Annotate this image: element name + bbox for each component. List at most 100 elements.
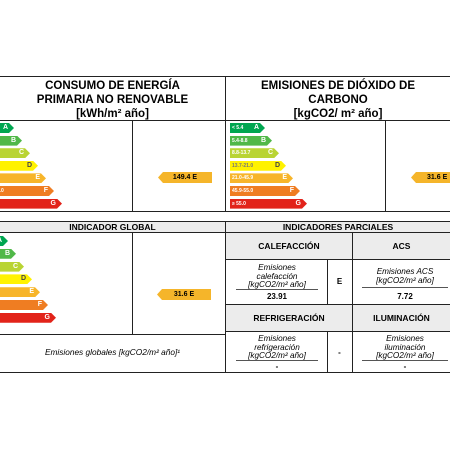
consumo-title-line2: PRIMARIA NO RENOVABLE	[36, 94, 189, 106]
rating-bar-range: ≥ 55.0	[232, 200, 246, 207]
rating-bar-range: < 5.4	[232, 125, 244, 131]
rating-bar-letter: D	[20, 275, 26, 283]
refrigeracion-label-line3: [kgCO2/m² año]	[248, 351, 306, 360]
rating-bar-letter: B	[260, 136, 266, 144]
emisiones-value-marker: 31.6 E	[411, 172, 450, 183]
rating-bar-c: 8.8-13.7 C	[230, 148, 279, 158]
rating-bar-letter: B	[4, 249, 10, 257]
iluminacion-label-line2: iluminación	[384, 342, 426, 352]
rating-bar-e: E	[0, 287, 40, 297]
rating-bar-e: 21.0-45.9 E	[230, 173, 293, 183]
rating-bar-f: F	[0, 300, 48, 310]
rating-bar-letter: G	[50, 199, 56, 207]
rating-bar-e: 5E	[0, 173, 46, 183]
iluminacion-label-line1: Emisiones	[386, 334, 424, 343]
bottom-border	[0, 372, 450, 373]
row1-bottom-border	[226, 304, 450, 305]
rating-bar-letter: A	[0, 236, 2, 246]
acs-label-line2: [kgCO2/m² año]	[376, 275, 434, 285]
rating-bar-letter: A	[253, 124, 259, 131]
consumo-energy-scale: AB 7C D 5E 26.0 FG	[0, 123, 132, 211]
rating-bar-letter: F	[37, 301, 42, 308]
rating-bar-letter: F	[289, 187, 294, 194]
calefaccion-rating-divider	[327, 259, 328, 304]
calefaccion-label-line3: [kgCO2/m² año]	[248, 280, 306, 289]
rating-bar-letter: E	[35, 174, 40, 182]
calefaccion-rating: E	[336, 277, 343, 286]
rating-bar-letter: C	[12, 262, 18, 270]
consumo-value-marker: 149.4 E	[158, 172, 212, 183]
refrigeracion-rating-divider	[327, 331, 328, 372]
consumo-header: CONSUMO DE ENERGÍA PRIMARIA NO RENOVABLE…	[0, 79, 225, 121]
row2-title-border	[226, 331, 450, 332]
rating-bar-letter: G	[44, 313, 50, 321]
rating-bar-letter: D	[26, 161, 32, 169]
rating-bar-letter: E	[282, 174, 287, 182]
emisiones-header: EMISIONES DE DIÓXIDO DE CARBONO [kgCO2/ …	[226, 79, 450, 121]
rating-bar-letter: C	[267, 149, 273, 157]
rating-bar-range: 5.4-8.8	[232, 137, 248, 144]
global-bottom-border	[0, 334, 225, 335]
parciales-title: INDICADORES PARCIALES	[282, 222, 394, 232]
rating-bar-g: ≥ 55.0 G	[230, 199, 307, 209]
emisiones-title-line1: EMISIONES DE DIÓXIDO DE	[261, 80, 415, 92]
rating-bar-letter: F	[43, 187, 48, 194]
rating-bar-letter: A	[2, 124, 8, 131]
iluminacion-underline	[362, 360, 448, 361]
bottom-center-divider	[225, 221, 226, 372]
calefaccion-title: CALEFACCIÓN	[258, 241, 320, 251]
acs-label: Emisiones ACS [kgCO2/m² año]	[362, 267, 448, 285]
refrigeracion-title: REFRIGERACIÓN	[253, 313, 325, 323]
rating-bar-c: C	[0, 262, 24, 272]
rating-bar-range: 8.8-13.7	[232, 150, 251, 157]
emisiones-energy-scale: < 5.4 A 5.4-8.8 B 8.8-13.7 C 13.7-21.0 D 21.0-45…	[228, 123, 385, 211]
iluminacion-label: Emisiones iluminación [kgCO2/m² año]	[362, 334, 448, 361]
rating-bar-a: A	[0, 236, 8, 246]
global-footer: Emisiones globales [kgCO2/m² año]¹	[44, 347, 181, 357]
iluminacion-value: -	[403, 362, 407, 371]
rating-bar-f: 45.9-55.0 F	[230, 186, 300, 196]
rating-bar-d: D	[0, 161, 38, 171]
calefaccion-value: 23.91	[266, 292, 288, 301]
row1-title-border	[226, 259, 450, 260]
global-energy-scale: ABCDEFG	[0, 236, 132, 326]
refrigeracion-rating: -	[338, 348, 341, 357]
rating-bar-letter: C	[18, 149, 24, 157]
global-inner-divider	[132, 232, 133, 334]
refrigeracion-underline	[236, 360, 318, 361]
rating-bar-g: G	[0, 199, 62, 209]
rating-bar-c: 7C	[0, 148, 30, 158]
refrigeracion-value: -	[275, 362, 279, 371]
rating-bar-b: 5.4-8.8 B	[230, 136, 272, 146]
calefaccion-label-line2: calefacción	[256, 271, 298, 281]
emisiones-inner-divider	[385, 120, 386, 211]
emisiones-title-unit: [kgCO2/ m² año]	[293, 108, 383, 120]
consumo-title-line1: CONSUMO DE ENERGÍA	[45, 80, 180, 92]
rating-bar-g: G	[0, 313, 56, 323]
rating-bar-range: 45.9-55.0	[232, 188, 254, 194]
consumo-inner-divider	[132, 120, 133, 211]
calefaccion-label: Emisiones calefacción [kgCO2/m² año]	[236, 263, 318, 290]
rating-bar-range: 21.0-45.9	[232, 175, 254, 182]
global-title: INDICADOR GLOBAL	[69, 222, 156, 232]
emisiones-title-line2: CARBONO	[308, 94, 368, 106]
acs-value: 7.72	[397, 292, 413, 301]
acs-title: ACS	[392, 241, 411, 251]
refrigeracion-label-line1: Emisiones	[258, 334, 296, 343]
calefaccion-label-line1: Emisiones	[258, 263, 296, 272]
top-center-divider	[225, 76, 226, 212]
row1-title-shade	[226, 233, 450, 259]
acs-underline	[362, 287, 448, 288]
rating-bar-f: 26.0 F	[0, 186, 54, 196]
global-value-marker: 31.6 E	[157, 289, 211, 300]
rating-bar-letter: D	[274, 161, 280, 169]
rating-bar-d: D	[0, 274, 32, 284]
rating-bar-range: 13.7-21.0	[232, 162, 254, 169]
iluminacion-label-line3: [kgCO2/m² año]	[376, 351, 434, 360]
rating-bar-d: 13.7-21.0 D	[230, 161, 286, 171]
rating-bar-a: A	[0, 123, 14, 133]
parciales-center-divider	[352, 232, 353, 372]
rating-bar-letter: B	[10, 136, 16, 144]
rating-bar-range: 26.0	[0, 188, 4, 194]
rating-bar-b: B	[0, 249, 16, 259]
